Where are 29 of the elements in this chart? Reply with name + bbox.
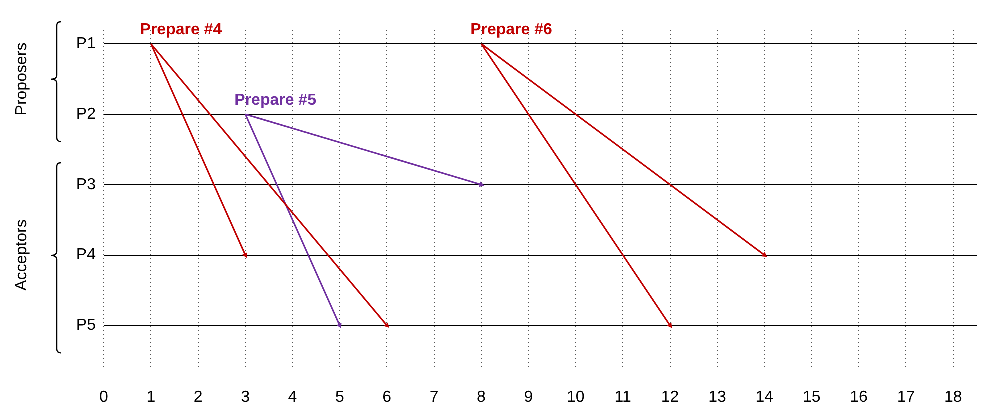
series-label: Prepare #4	[140, 21, 222, 38]
x-tick-label: 4	[288, 389, 298, 406]
x-tick-label: 10	[566, 389, 585, 406]
x-tick-label: 0	[100, 389, 109, 406]
x-tick-label: 7	[430, 389, 439, 406]
x-tick-label: 18	[944, 389, 962, 406]
series-label: Prepare #6	[470, 21, 553, 38]
x-tick-label: 9	[524, 389, 534, 406]
x-tick-label: 8	[477, 389, 486, 406]
category-label: P3	[76, 176, 96, 194]
category-label: P2	[76, 106, 96, 123]
x-tick-label: 6	[382, 389, 392, 406]
x-tick-label: 12	[661, 389, 680, 406]
category-label: P1	[76, 35, 96, 52]
text: Proposers	[13, 42, 30, 116]
x-tick-label: 14	[756, 389, 774, 406]
category-label: P5	[76, 317, 96, 334]
x-tick-label: 11	[614, 389, 632, 406]
x-tick-label: 17	[897, 389, 916, 406]
x-tick-label: 3	[241, 389, 250, 406]
text: Acceptors	[13, 220, 30, 291]
x-tick-label: 2	[194, 389, 203, 406]
series-label: Prepare #5	[234, 92, 317, 109]
x-tick-label: 13	[708, 389, 726, 406]
x-tick-label: 16	[850, 389, 868, 406]
x-tick-label: 5	[335, 389, 344, 406]
category-label: P4	[76, 246, 96, 264]
x-tick-label: 1	[146, 389, 156, 406]
x-tick-label: 15	[802, 389, 821, 406]
